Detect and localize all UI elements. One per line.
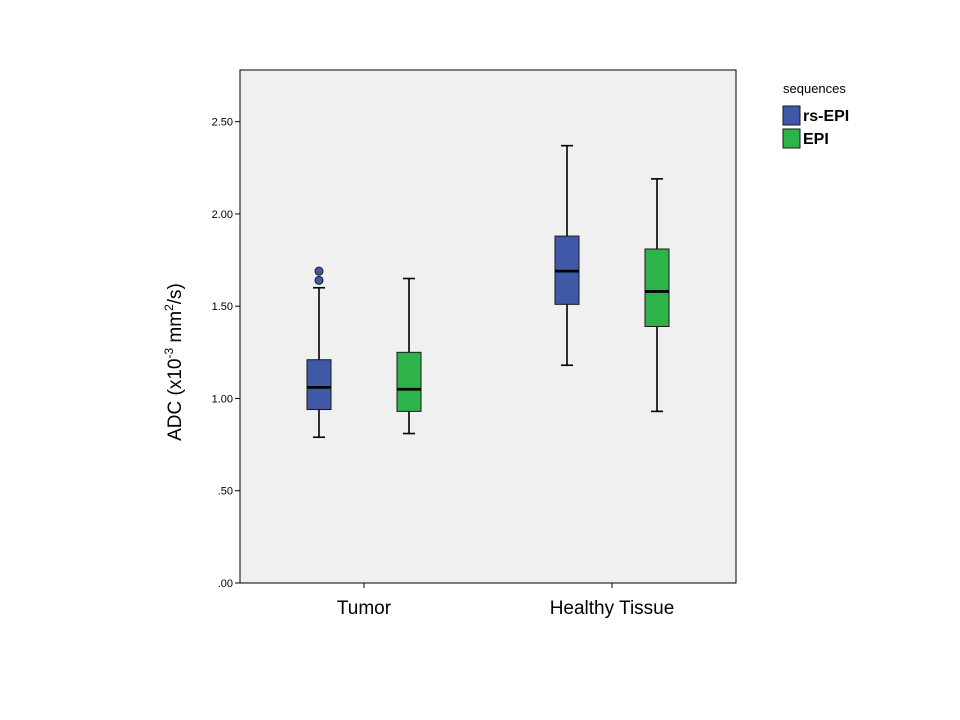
- legend-items: rs-EPI EPI: [782, 105, 849, 149]
- x-tick-label: Healthy Tissue: [550, 598, 675, 619]
- box-iqr: [644, 248, 670, 327]
- y-axis-label: ADC (x10-3 mm2/s): [162, 283, 186, 441]
- x-axis: Tumor Healthy Tissue: [337, 583, 674, 619]
- y-tick-label: 1.50: [212, 301, 233, 313]
- y-axis: .00 .50 1.00 1.50 2.00 2.50: [212, 117, 240, 590]
- outlier-point: [314, 275, 324, 285]
- y-tick-label: 2.00: [212, 209, 233, 221]
- legend-swatch: [782, 105, 801, 126]
- box-iqr: [306, 359, 332, 411]
- legend-title: sequences: [783, 81, 846, 96]
- y-tick-label: .00: [218, 578, 233, 590]
- box: [396, 277, 422, 435]
- y-tick-label: .50: [218, 486, 233, 498]
- legend-swatch: [782, 128, 801, 149]
- legend: sequences rs-EPI EPI: [782, 81, 849, 149]
- box-series: [306, 144, 670, 439]
- legend-label: EPI: [803, 131, 829, 148]
- x-tick-label: Tumor: [337, 598, 392, 619]
- y-tick-label: 1.00: [212, 393, 233, 405]
- legend-label: rs-EPI: [803, 108, 849, 125]
- outlier-point: [314, 266, 324, 276]
- series-rs-epi: [306, 144, 580, 439]
- box-iqr: [396, 351, 422, 412]
- box: [644, 178, 670, 413]
- box: [554, 144, 580, 367]
- box: [306, 266, 332, 439]
- y-tick-label: 2.50: [212, 117, 233, 129]
- series-epi: [396, 178, 670, 435]
